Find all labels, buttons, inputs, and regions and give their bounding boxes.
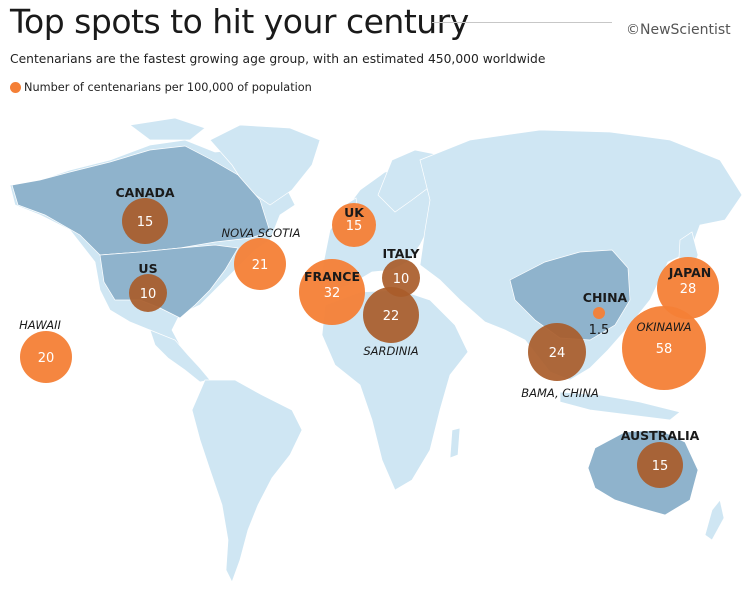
place-label-france: FRANCE: [304, 269, 360, 284]
place-label-hawaii: HAWAII: [19, 318, 61, 332]
place-label-us: US: [138, 261, 157, 276]
place-label-okinawa: OKINAWA: [637, 320, 692, 334]
africa-land: [321, 289, 469, 491]
publisher-credit: ©NewScientist: [626, 22, 731, 38]
value-label-sardinia: 22: [383, 309, 400, 324]
bubble-france: [299, 259, 365, 325]
bubble-japan: [657, 257, 719, 319]
title-divider: [432, 22, 612, 23]
legend-bubble-icon: [10, 82, 21, 93]
value-label-hawaii: 20: [38, 351, 55, 366]
bubble-sardinia: [363, 287, 419, 343]
new-zealand-land: [704, 499, 725, 541]
bubble-canada: [122, 198, 168, 244]
place-label-canada: CANADA: [115, 185, 174, 200]
place-label-china: CHINA: [583, 290, 628, 305]
place-label-japan: JAPAN: [668, 265, 711, 280]
bubble-china: [593, 307, 605, 319]
value-label-nova-scotia: 21: [252, 258, 269, 273]
place-label-bama-china: BAMA, CHINA: [521, 386, 599, 400]
value-label-australia: 15: [652, 459, 669, 474]
bubble-bama-china: [528, 323, 586, 381]
value-label-italy: 10: [393, 272, 410, 287]
value-label-canada: 15: [137, 215, 154, 230]
madagascar-land: [449, 427, 461, 459]
place-label-nova-scotia: NOVA SCOTIA: [222, 226, 301, 240]
bubble-us: [129, 274, 167, 312]
legend-label: Number of centenarians per 100,000 of po…: [24, 81, 312, 94]
southeast-asia-islands-land: [559, 391, 681, 421]
bubble-australia: [637, 442, 683, 488]
page-title: Top spots to hit your century: [10, 2, 469, 41]
value-label-japan: 28: [680, 282, 697, 297]
value-label-uk: 15: [346, 219, 363, 234]
value-label-okinawa: 58: [656, 342, 673, 357]
bubble-hawaii: [20, 331, 72, 383]
place-label-australia: AUSTRALIA: [621, 428, 700, 443]
bubble-nova-scotia: [234, 238, 286, 290]
legend: Number of centenarians per 100,000 of po…: [10, 81, 312, 94]
bubble-uk: [332, 203, 376, 247]
value-label-france: 32: [324, 286, 341, 301]
south-america-land: [191, 379, 303, 583]
value-label-china: 1.5: [589, 323, 610, 338]
place-label-sardinia: SARDINIA: [363, 344, 418, 358]
place-label-italy: ITALY: [383, 246, 421, 261]
value-label-bama-china: 24: [549, 346, 566, 361]
arctic-islands-land: [129, 117, 206, 141]
place-label-uk: UK: [344, 205, 365, 220]
value-label-us: 10: [140, 287, 157, 302]
page-subtitle: Centenarians are the fastest growing age…: [10, 52, 546, 66]
bubble-okinawa: [622, 306, 706, 390]
